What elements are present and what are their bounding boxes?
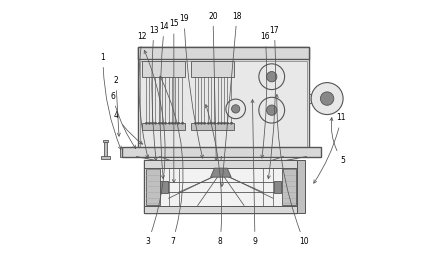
Polygon shape: [210, 168, 231, 177]
Text: 4: 4: [113, 111, 143, 144]
Text: 5: 5: [330, 118, 345, 165]
Text: 7: 7: [160, 76, 183, 246]
Text: 20: 20: [208, 12, 218, 161]
Text: 6: 6: [110, 91, 136, 148]
Circle shape: [232, 105, 240, 113]
Bar: [142, 61, 185, 77]
Text: 11: 11: [314, 113, 346, 183]
Text: 8: 8: [205, 105, 222, 246]
Bar: [103, 140, 108, 142]
Bar: [104, 142, 107, 156]
Bar: [282, 169, 296, 205]
Bar: [191, 61, 234, 77]
Circle shape: [267, 71, 277, 82]
Bar: [144, 160, 298, 168]
Text: 3: 3: [144, 51, 165, 246]
Circle shape: [311, 83, 343, 114]
Text: 16: 16: [260, 32, 270, 158]
Text: 19: 19: [179, 14, 203, 158]
Bar: [160, 181, 168, 193]
Text: 13: 13: [149, 26, 159, 161]
Text: 15: 15: [169, 19, 179, 183]
Circle shape: [259, 97, 284, 123]
Text: 17: 17: [267, 26, 279, 179]
Bar: [144, 206, 298, 213]
Bar: [140, 61, 307, 148]
Bar: [138, 47, 309, 150]
Bar: [142, 123, 185, 130]
Circle shape: [226, 99, 245, 119]
Text: 9: 9: [251, 100, 257, 246]
Text: 2: 2: [113, 76, 120, 136]
Text: 12: 12: [138, 32, 149, 158]
Bar: [273, 181, 281, 193]
Bar: [298, 160, 305, 213]
Bar: [138, 47, 309, 59]
Circle shape: [259, 64, 284, 90]
Text: 18: 18: [221, 12, 242, 186]
Circle shape: [320, 92, 334, 105]
Bar: [101, 156, 110, 159]
Bar: [145, 169, 159, 205]
Text: 14: 14: [159, 22, 169, 179]
Bar: [122, 147, 321, 156]
Bar: [309, 94, 328, 103]
Circle shape: [267, 105, 277, 115]
Bar: [144, 160, 298, 213]
Bar: [191, 123, 234, 130]
Text: 1: 1: [101, 53, 121, 149]
Text: 10: 10: [275, 95, 309, 246]
Bar: [120, 147, 122, 156]
